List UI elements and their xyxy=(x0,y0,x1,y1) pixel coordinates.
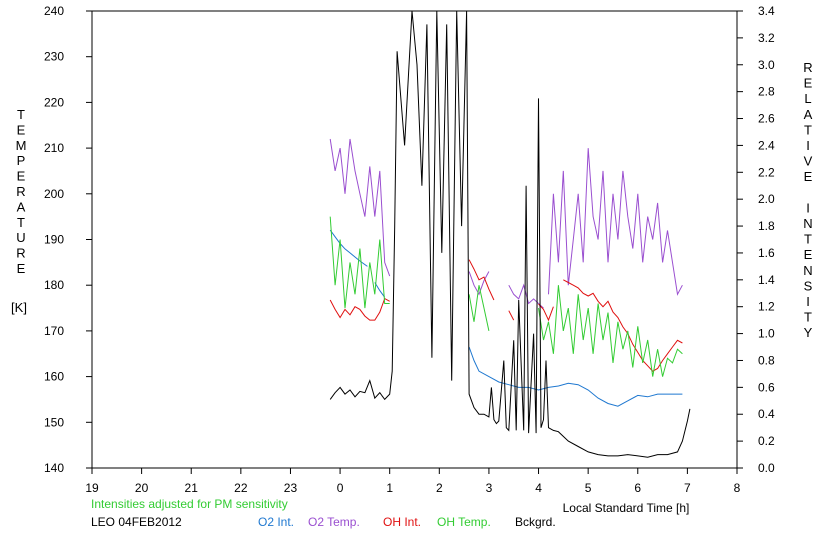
x-tick-label: 22 xyxy=(234,481,248,495)
right-tick-label: 0.6 xyxy=(758,380,775,394)
x-tick-label: 6 xyxy=(634,481,641,495)
right-tick-label: 1.2 xyxy=(758,300,775,314)
right-axis-label-letter: E xyxy=(804,76,813,91)
series-line-oh-int xyxy=(508,310,515,321)
legend-entry: O2 Int. xyxy=(258,515,294,529)
left-tick-label: 220 xyxy=(44,95,64,109)
right-axis-label-letter: I xyxy=(806,294,810,309)
right-tick-label: 0.0 xyxy=(758,461,775,475)
left-tick-label: 230 xyxy=(44,50,64,64)
series-line-o2-temp xyxy=(468,271,490,296)
left-axis-label-letter: T xyxy=(17,215,25,230)
series-line-oh-int xyxy=(563,279,683,372)
right-tick-label: 2.8 xyxy=(758,85,775,99)
x-tick-label: 2 xyxy=(436,481,443,495)
x-tick-label: 3 xyxy=(486,481,493,495)
right-tick-label: 2.2 xyxy=(758,165,775,179)
left-axis-unit: [K] xyxy=(11,300,27,315)
right-tick-label: 0.2 xyxy=(758,434,775,448)
right-axis-label-letter: V xyxy=(804,154,813,169)
series-line-o2-int xyxy=(468,346,683,407)
x-axis-label: Local Standard Time [h] xyxy=(563,501,690,515)
legend-entry: O2 Temp. xyxy=(308,515,360,529)
right-axis-label-letter: Y xyxy=(804,325,813,340)
note-text: Intensities adjusted for PM sensitivity xyxy=(91,497,288,511)
legend-entry: OH Temp. xyxy=(437,515,491,529)
series-line-oh-int xyxy=(468,259,495,301)
series-line-bckgrd xyxy=(329,11,691,458)
x-tick-label: 4 xyxy=(535,481,542,495)
right-tick-label: 3.2 xyxy=(758,31,775,45)
series-line-oh-temp xyxy=(329,216,390,309)
left-axis-label-letter: R xyxy=(16,246,25,261)
series-line-oh-temp xyxy=(538,285,683,377)
left-axis-label-letter: P xyxy=(17,153,26,168)
right-axis-label-letter: R xyxy=(803,60,812,75)
legend-entry: OH Int. xyxy=(383,515,421,529)
right-axis-label-letter: N xyxy=(803,263,812,278)
right-axis-label-letter: N xyxy=(803,216,812,231)
legend-entry: Bckgrd. xyxy=(515,515,556,529)
x-tick-label: 1 xyxy=(386,481,393,495)
right-tick-label: 2.0 xyxy=(758,192,775,206)
x-tick-label: 19 xyxy=(85,481,99,495)
right-tick-label: 2.4 xyxy=(758,138,775,152)
right-axis-label-letter: I xyxy=(806,138,810,153)
right-tick-label: 0.8 xyxy=(758,353,775,367)
right-axis-label-letter: S xyxy=(804,278,813,293)
series-line-o2-temp xyxy=(329,138,391,277)
series-line-o2-temp xyxy=(548,148,683,296)
series-line-oh-int xyxy=(329,297,390,321)
left-axis-label-letter: E xyxy=(17,261,26,276)
left-tick-label: 200 xyxy=(44,187,64,201)
right-tick-label: 2.6 xyxy=(758,112,775,126)
left-tick-label: 180 xyxy=(44,278,64,292)
right-axis-label-letter: T xyxy=(804,310,812,325)
left-axis-label-letter: R xyxy=(16,184,25,199)
left-axis-label-letter: U xyxy=(16,230,25,245)
right-tick-label: 0.4 xyxy=(758,407,775,421)
x-tick-label: 0 xyxy=(337,481,344,495)
right-axis-label-letter: T xyxy=(804,122,812,137)
x-tick-label: 5 xyxy=(585,481,592,495)
left-tick-label: 190 xyxy=(44,233,64,247)
right-axis-label-letter: T xyxy=(804,232,812,247)
right-tick-label: 1.0 xyxy=(758,327,775,341)
x-tick-label: 8 xyxy=(734,481,741,495)
left-tick-label: 210 xyxy=(44,141,64,155)
right-axis-label-letter: E xyxy=(804,247,813,262)
x-tick-label: 23 xyxy=(284,481,298,495)
right-axis-label-letter: A xyxy=(804,107,813,122)
right-axis-label-letter: L xyxy=(804,91,811,106)
left-axis-label-letter: E xyxy=(17,122,26,137)
x-tick-label: 21 xyxy=(185,481,199,495)
left-tick-label: 170 xyxy=(44,324,64,338)
right-axis-label-letter: I xyxy=(806,200,810,215)
left-tick-label: 140 xyxy=(44,461,64,475)
station-text: LEO 04FEB2012 xyxy=(91,515,182,529)
left-axis-label-letter: A xyxy=(17,199,26,214)
series-line-oh-int xyxy=(538,303,554,322)
left-axis-label-letter: M xyxy=(16,138,27,153)
left-tick-label: 150 xyxy=(44,415,64,429)
series-line-o2-int xyxy=(374,282,386,298)
left-tick-label: 240 xyxy=(44,4,64,18)
series-line-o2-temp xyxy=(508,283,544,309)
left-tick-label: 160 xyxy=(44,370,64,384)
right-tick-label: 1.8 xyxy=(758,219,775,233)
series-line-o2-int xyxy=(329,229,368,267)
left-axis-label-letter: E xyxy=(17,169,26,184)
series-line-oh-temp xyxy=(468,285,490,332)
right-axis-label-letter: E xyxy=(804,169,813,184)
left-axis-label-letter: T xyxy=(17,107,25,122)
x-tick-label: 20 xyxy=(135,481,149,495)
x-tick-label: 7 xyxy=(684,481,691,495)
right-tick-label: 1.4 xyxy=(758,273,775,287)
right-tick-label: 1.6 xyxy=(758,246,775,260)
right-tick-label: 3.4 xyxy=(758,4,775,18)
right-tick-label: 3.0 xyxy=(758,58,775,72)
